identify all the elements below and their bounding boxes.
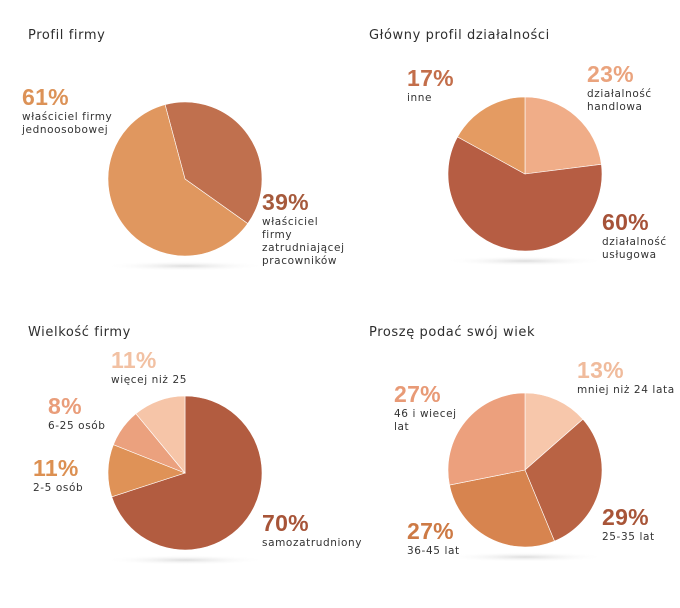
- slice-percent: 61%: [22, 84, 69, 110]
- pie-shadow: [104, 555, 266, 565]
- chart-glowny-profil: Główny profil działalności 23% działalno…: [340, 0, 680, 300]
- chart-wielkosc-firmy: Wielkość firmy 70% samozatrudniony 11% 2…: [0, 300, 362, 600]
- pie-shadow: [444, 552, 606, 562]
- slice-description: 25-35 lat: [602, 531, 655, 543]
- slice-percent: 17%: [407, 65, 454, 91]
- slice-description: mniej niż 24 lata: [577, 384, 675, 396]
- chart-wiek: Proszę podać swój wiek 13% mniej niż 24 …: [340, 300, 680, 600]
- slice-percent: 8%: [48, 393, 82, 419]
- pie-slice-1: [524, 418, 603, 542]
- slice-description: 6-25 osób: [48, 420, 106, 432]
- slice-description: 46 i wiecej lat: [394, 408, 457, 433]
- slice-percent: 60%: [602, 209, 649, 235]
- chart-title: Profil firmy: [28, 28, 106, 43]
- pie-slice-2: [449, 469, 555, 548]
- pie-slice-3: [447, 392, 526, 486]
- slice-label-23: 23% działalność handlowa: [587, 62, 652, 114]
- slice-label-39: 39% właściciel firmy zatrudniającej prac…: [262, 190, 345, 268]
- slice-label-11-small: 11% 2-5 osób: [33, 456, 83, 495]
- slice-description: 36-45 lat: [407, 545, 460, 557]
- slice-percent: 29%: [602, 504, 649, 530]
- slice-label-61: 61% właściciel firmy jednoosobowej: [22, 85, 112, 137]
- slice-label-27-b: 27% 46 i wiecej lat: [394, 382, 457, 434]
- slice-description: właściciel firmy jednoosobowej: [22, 111, 113, 136]
- chart-title: Proszę podać swój wiek: [369, 325, 536, 340]
- slice-label-29: 29% 25-35 lat: [602, 505, 655, 544]
- slice-description: działalność handlowa: [587, 88, 652, 113]
- pie-slice-1: [107, 104, 249, 257]
- slice-label-11-large: 11% więcej niż 25: [111, 348, 187, 387]
- slice-label-17: 17% inne: [407, 66, 454, 105]
- pie-svg-glowny-profil: [444, 96, 606, 266]
- pie-slice-1: [447, 136, 603, 252]
- slice-percent: 27%: [407, 518, 454, 544]
- chart-title: Główny profil działalności: [369, 28, 550, 43]
- slice-percent: 70%: [262, 510, 309, 536]
- slice-label-13: 13% mniej niż 24 lata: [577, 358, 675, 397]
- chart-profil-firmy: Profil firmy 39% właściciel firmy zatrud…: [0, 0, 344, 300]
- slice-percent: 39%: [262, 189, 309, 215]
- slice-description: inne: [407, 92, 433, 104]
- slice-percent: 11%: [111, 347, 157, 373]
- slice-description: więcej niż 25: [111, 374, 188, 386]
- pie-svg-wiek: [444, 392, 606, 562]
- chart-title: Wielkość firmy: [28, 325, 131, 340]
- slice-label-60: 60% działalność usługowa: [602, 210, 667, 262]
- slice-description: właściciel firmy zatrudniającej pracowni…: [262, 216, 345, 267]
- pie-slice-0: [111, 395, 263, 551]
- pie-shadow: [104, 261, 266, 271]
- slice-percent: 23%: [587, 61, 634, 87]
- pie-slice-2: [457, 96, 526, 175]
- slice-description: działalność usługowa: [602, 236, 667, 261]
- pie-slice-0: [164, 101, 263, 225]
- slice-description: samozatrudniony: [262, 537, 363, 549]
- pie-svg-profil-firmy: [104, 101, 266, 271]
- slice-label-27-a: 27% 36-45 lat: [407, 519, 460, 558]
- slice-label-8: 8% 6-25 osób: [48, 394, 106, 433]
- slice-percent: 13%: [577, 357, 624, 383]
- slice-percent: 27%: [394, 381, 441, 407]
- pie-svg-wielkosc-firmy: [104, 395, 266, 565]
- pie-slice-3: [135, 395, 186, 474]
- slice-description: 2-5 osób: [33, 482, 84, 494]
- pie-slice-0: [524, 392, 584, 471]
- pie-slice-0: [524, 96, 602, 175]
- slice-percent: 11%: [33, 455, 79, 481]
- slice-label-70: 70% samozatrudniony: [262, 511, 362, 550]
- pie-shadow: [444, 256, 606, 266]
